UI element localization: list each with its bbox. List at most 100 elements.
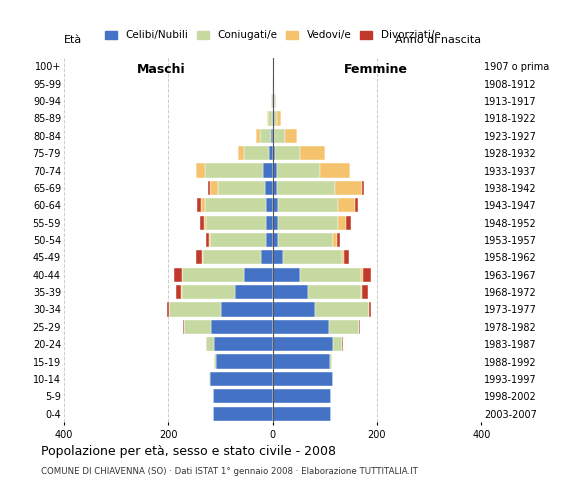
Bar [270, 129, 273, 143]
Bar [273, 111, 277, 126]
Bar [278, 216, 338, 230]
Bar [273, 372, 333, 386]
Bar [338, 198, 354, 212]
Bar [273, 198, 278, 212]
Bar [273, 337, 333, 351]
Bar [278, 198, 338, 212]
Bar [214, 354, 216, 369]
Bar [362, 181, 364, 195]
Bar [273, 389, 331, 404]
Bar [266, 198, 273, 212]
Bar [271, 94, 272, 108]
Bar [210, 181, 218, 195]
Bar [210, 233, 266, 247]
Bar [273, 285, 308, 299]
Text: Popolazione per età, sesso e stato civile - 2008: Popolazione per età, sesso e stato civil… [41, 445, 336, 458]
Bar [270, 146, 273, 160]
Bar [214, 337, 273, 351]
Bar [273, 163, 277, 178]
Bar [338, 216, 346, 230]
Bar [369, 302, 371, 317]
Bar [364, 268, 371, 282]
Bar [277, 163, 320, 178]
Text: Anno di nascita: Anno di nascita [396, 36, 481, 46]
Bar [182, 285, 235, 299]
Text: Età: Età [64, 36, 82, 46]
Bar [183, 320, 184, 334]
Bar [265, 181, 273, 195]
Bar [273, 302, 316, 317]
Bar [308, 285, 361, 299]
Bar [273, 94, 275, 108]
Bar [216, 354, 273, 369]
Bar [206, 337, 214, 351]
Bar [197, 163, 205, 178]
Bar [316, 302, 369, 317]
Bar [206, 216, 266, 230]
Bar [201, 198, 205, 212]
Bar [205, 163, 263, 178]
Bar [330, 354, 332, 369]
Bar [273, 146, 275, 160]
Bar [197, 198, 201, 212]
Bar [167, 302, 169, 317]
Bar [333, 233, 337, 247]
Bar [337, 233, 340, 247]
Bar [285, 129, 296, 143]
Bar [208, 181, 210, 195]
Text: COMUNE DI CHIAVENNA (SO) · Dati ISTAT 1° gennaio 2008 · Elaborazione TUTTITALIA.: COMUNE DI CHIAVENNA (SO) · Dati ISTAT 1°… [41, 467, 418, 476]
Bar [361, 268, 364, 282]
Bar [267, 111, 268, 126]
Bar [273, 129, 274, 143]
Bar [260, 129, 270, 143]
Bar [346, 216, 351, 230]
Bar [275, 146, 300, 160]
Bar [271, 111, 273, 126]
Bar [275, 94, 276, 108]
Bar [273, 181, 277, 195]
Bar [333, 337, 342, 351]
Bar [209, 233, 210, 247]
Bar [354, 198, 358, 212]
Bar [362, 285, 368, 299]
Bar [184, 320, 211, 334]
Bar [277, 181, 335, 195]
Bar [273, 407, 331, 421]
Bar [174, 268, 182, 282]
Bar [266, 216, 273, 230]
Bar [210, 372, 273, 386]
Bar [278, 233, 333, 247]
Bar [342, 250, 343, 264]
Bar [266, 233, 273, 247]
Bar [244, 146, 270, 160]
Bar [222, 302, 273, 317]
Text: Maschi: Maschi [137, 63, 186, 76]
Bar [197, 250, 202, 264]
Bar [277, 111, 281, 126]
Bar [273, 354, 330, 369]
Bar [212, 389, 273, 404]
Bar [211, 320, 273, 334]
Bar [273, 216, 278, 230]
Bar [273, 268, 300, 282]
Bar [235, 285, 273, 299]
Bar [329, 320, 359, 334]
Bar [273, 250, 283, 264]
Bar [169, 302, 222, 317]
Bar [238, 146, 244, 160]
Text: Femmine: Femmine [345, 63, 408, 76]
Bar [218, 181, 265, 195]
Bar [182, 268, 244, 282]
Bar [204, 216, 206, 230]
Bar [206, 233, 209, 247]
Bar [273, 233, 278, 247]
Bar [176, 285, 181, 299]
Bar [335, 181, 362, 195]
Bar [320, 163, 350, 178]
Bar [202, 250, 261, 264]
Bar [263, 163, 273, 178]
Bar [244, 268, 273, 282]
Bar [283, 250, 342, 264]
Bar [343, 250, 349, 264]
Bar [261, 250, 273, 264]
